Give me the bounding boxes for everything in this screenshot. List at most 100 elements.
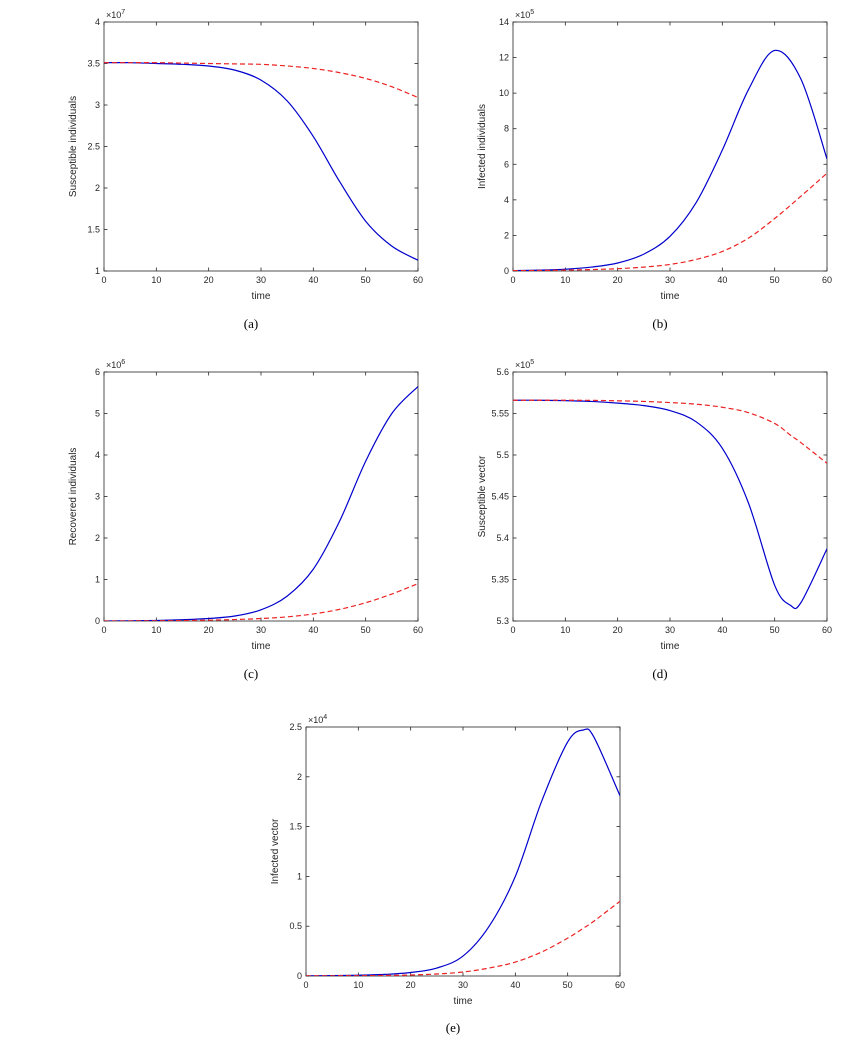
y-exponent-label: ×106 — [106, 359, 125, 370]
x-tick-label: 0 — [101, 625, 106, 635]
x-tick-label: 40 — [510, 980, 520, 990]
y-tick-label: 5.3 — [496, 616, 509, 626]
x-tick-label: 30 — [665, 625, 675, 635]
x-axis-label: time — [252, 641, 271, 652]
x-tick-label: 10 — [151, 275, 161, 285]
y-exponent: 5 — [530, 359, 534, 366]
x-tick-label: 20 — [613, 275, 623, 285]
y-tick-label: 2.5 — [289, 722, 302, 732]
series-line-solid — [513, 399, 827, 610]
plot-frame — [512, 371, 828, 622]
x-tick-label: 40 — [717, 275, 727, 285]
x-tick-label: 30 — [256, 625, 266, 635]
series-line-dashed — [104, 583, 418, 621]
panel-caption: (e) — [446, 1020, 460, 1035]
y-tick-label: 1.5 — [289, 822, 302, 832]
y-axis-label: Recovered individuals — [68, 448, 79, 546]
y-tick-label: 2 — [95, 183, 100, 193]
y-tick-label: 5.55 — [491, 409, 509, 419]
y-multiplier: ×10 — [106, 360, 121, 370]
x-tick-label: 30 — [458, 980, 468, 990]
x-tick-label: 0 — [101, 275, 106, 285]
y-tick-label: 5 — [95, 409, 100, 419]
x-tick-label: 10 — [560, 625, 570, 635]
x-tick-label: 40 — [308, 275, 318, 285]
x-tick-label: 10 — [560, 275, 570, 285]
y-tick-label: 4 — [95, 17, 100, 27]
y-exponent: 7 — [121, 9, 125, 16]
x-tick-label: 40 — [308, 625, 318, 635]
x-axis-label: time — [661, 291, 680, 302]
y-exponent-label: ×107 — [106, 9, 125, 20]
y-tick-label: 3.5 — [87, 59, 100, 69]
series-line-dashed — [513, 172, 827, 271]
x-tick-label: 50 — [361, 625, 371, 635]
y-exponent: 6 — [121, 359, 125, 366]
x-tick-label: 60 — [615, 980, 625, 990]
plot-frame — [305, 726, 621, 977]
y-tick-label: 1 — [95, 266, 100, 276]
y-exponent-label: ×105 — [515, 359, 534, 370]
y-tick-label: 5.4 — [496, 533, 509, 543]
x-tick-label: 60 — [822, 275, 832, 285]
x-tick-label: 0 — [510, 625, 515, 635]
panel-1: 0 10 20 30 40 50 60 1 1.5 2 2.5 3 3.5 4 ×107 time Suscep… — [68, 9, 423, 331]
y-tick-label: 0.5 — [289, 921, 302, 931]
x-tick-label: 60 — [413, 275, 423, 285]
y-tick-label: 2.5 — [87, 142, 100, 152]
y-exponent: 5 — [530, 9, 534, 16]
x-tick-label: 10 — [353, 980, 363, 990]
x-tick-label: 20 — [406, 980, 416, 990]
y-axis-label: Infected vector — [270, 818, 281, 884]
y-tick-label: 0 — [95, 616, 100, 626]
x-tick-label: 50 — [361, 275, 371, 285]
series-line-dashed — [104, 62, 418, 99]
x-axis-label: time — [454, 996, 473, 1007]
y-tick-label: 5.6 — [496, 367, 509, 377]
panel-caption: (d) — [652, 666, 667, 681]
x-axis-label: time — [661, 641, 680, 652]
y-tick-label: 0 — [297, 971, 302, 981]
x-tick-label: 20 — [613, 625, 623, 635]
x-tick-label: 50 — [563, 980, 573, 990]
y-multiplier: ×10 — [106, 10, 121, 20]
y-axis-label: Susceptible individuals — [68, 96, 79, 197]
y-multiplier: ×10 — [308, 715, 323, 725]
x-tick-label: 20 — [204, 625, 214, 635]
y-tick-label: 12 — [499, 53, 509, 63]
x-tick-label: 0 — [510, 275, 515, 285]
series-line-dashed — [306, 900, 620, 976]
panel-caption: (b) — [652, 316, 667, 331]
y-tick-label: 10 — [499, 88, 509, 98]
y-tick-label: 3 — [95, 492, 100, 502]
y-tick-label: 2 — [95, 533, 100, 543]
y-multiplier: ×10 — [515, 10, 530, 20]
x-tick-label: 60 — [413, 625, 423, 635]
panel-caption: (c) — [244, 666, 258, 681]
panel-4: 0 10 20 30 40 50 60 5.3 5.35 5.4 5.45 5.5 5.55 5.6 ×10… — [477, 359, 832, 681]
plot-frame — [103, 371, 419, 622]
plot-frame — [512, 21, 828, 272]
y-tick-label: 2 — [504, 230, 509, 240]
x-tick-label: 20 — [204, 275, 214, 285]
y-tick-label: 1 — [95, 575, 100, 585]
x-tick-label: 30 — [665, 275, 675, 285]
y-tick-label: 4 — [504, 195, 509, 205]
y-axis-label: Susceptible vector — [477, 455, 488, 537]
y-tick-label: 2 — [297, 772, 302, 782]
series-line-dashed — [513, 399, 827, 464]
y-tick-label: 5.35 — [491, 575, 509, 585]
plot-frame — [103, 21, 419, 272]
y-exponent: 4 — [323, 714, 327, 721]
y-tick-label: 6 — [504, 159, 509, 169]
y-tick-label: 3 — [95, 100, 100, 110]
y-tick-label: 5.45 — [491, 492, 509, 502]
y-tick-label: 8 — [504, 124, 509, 134]
x-tick-label: 0 — [303, 980, 308, 990]
x-tick-label: 60 — [822, 625, 832, 635]
series-line-solid — [104, 62, 418, 261]
y-tick-label: 5.5 — [496, 450, 509, 460]
x-tick-label: 50 — [770, 625, 780, 635]
y-multiplier: ×10 — [515, 360, 530, 370]
